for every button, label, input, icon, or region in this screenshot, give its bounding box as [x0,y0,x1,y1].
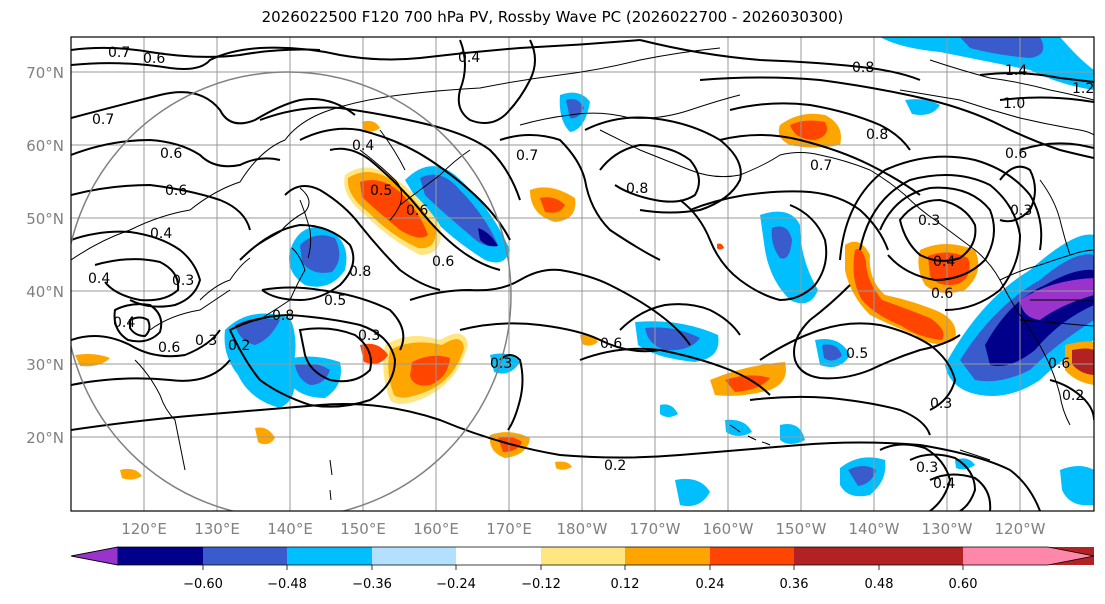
colorbar-segment [287,547,372,565]
contour-label: 0.4 [88,271,110,287]
colorbar-segment [118,547,203,565]
contour-label: 0.4 [150,226,172,242]
contour-label: 0.6 [1005,146,1027,162]
colorbar-segment [372,547,456,565]
lat-tick-label: 70°N [26,64,64,82]
contour-label: 0.7 [516,148,538,164]
colorbar-segment [625,547,710,565]
colorbar-label: 0.60 [949,577,978,592]
colorbar-label: −0.24 [436,577,476,592]
contour-label: 0.4 [113,315,135,331]
colorbar-segment [541,547,625,565]
lon-tick-label: 170°W [630,520,681,538]
contour-label: 0.6 [406,203,428,219]
lon-tick-label: 150°E [340,520,386,538]
colorbar-label: 0.24 [696,577,725,592]
contour-label: 0.8 [626,181,648,197]
contour-label: 0.3 [1010,203,1032,219]
colorbar-segment-dark-red [879,547,963,565]
lat-tick-label: 60°N [26,137,64,155]
contour-label: 0.7 [810,158,832,174]
contour-label: 0.6 [432,254,454,270]
lon-tick-label: 120°W [995,520,1046,538]
contour-label: 0.4 [458,50,480,66]
contour-label: 0.3 [490,356,512,372]
longitude-axis: 120°E 130°E 140°E 150°E 160°E 170°E 180°… [121,520,1045,538]
lon-tick-label: 140°E [267,520,313,538]
colorbar-label: −0.48 [267,577,307,592]
lon-tick-label: 120°E [121,520,167,538]
colorbar-arrow-right [963,547,1094,565]
contour-label: 0.3 [918,213,940,229]
contour-label: 0.3 [930,396,952,412]
contour-label: 0.8 [852,60,874,76]
colorbar-label: −0.60 [183,577,223,592]
pv-contours [71,39,1094,511]
colorbar-arrow-left [70,546,119,566]
contour-label: 0.6 [158,340,180,356]
map-title: 2026022500 F120 700 hPa PV, Rossby Wave … [261,8,844,26]
contour-label: 0.6 [160,146,182,162]
colorbar-label: −0.36 [352,577,392,592]
colorbar-segment [794,547,879,565]
contour-label: 0.6 [165,183,187,199]
contour-label: 0.5 [370,183,392,199]
lat-tick-label: 20°N [26,429,64,447]
lon-tick-label: 140°W [849,520,900,538]
contour-label: 0.6 [931,286,953,302]
lon-tick-label: 160°E [413,520,459,538]
contour-label: 0.7 [92,112,114,128]
colorbar-label: 0.48 [865,577,894,592]
contour-label: 1.2 [1072,81,1094,97]
colorbar-segment [456,547,541,565]
contour-label: 0.5 [324,293,346,309]
latitude-axis: 70°N 60°N 50°N 40°N 30°N 20°N [26,64,64,447]
lat-tick-label: 50°N [26,210,64,228]
contour-label: 0.4 [352,138,374,154]
colorbar-label: −0.12 [521,577,561,592]
map-frame [70,36,1095,512]
lat-tick-label: 30°N [26,356,64,374]
contour-label: 0.4 [933,476,955,492]
lon-tick-label: 170°E [486,520,532,538]
contour-label: 0.4 [933,254,955,270]
lon-tick-label: 150°W [776,520,827,538]
colorbar: −0.60 −0.48 −0.36 −0.24 −0.12 0.12 0.24 … [70,546,1095,592]
colorbar-label: 0.12 [611,577,640,592]
contour-label: 0.7 [108,45,130,61]
lon-tick-label: 180°W [557,520,608,538]
contour-label: 0.3 [358,328,380,344]
contour-labels: 0.7 0.6 0.4 0.8 1.4 1.0 1.2 0.7 0.6 0.6 … [88,45,1094,492]
contour-label: 1.4 [1005,63,1027,79]
colorbar-segment [203,547,287,565]
contour-label: 0.3 [916,460,938,476]
lon-tick-label: 160°W [703,520,754,538]
contour-label: 0.2 [228,338,250,354]
contour-label: 0.6 [143,51,165,67]
lat-tick-label: 40°N [26,283,64,301]
contour-label: 1.0 [1003,96,1025,112]
colorbar-segment [710,547,794,565]
contour-label: 0.3 [172,273,194,289]
colorbar-label: 0.36 [780,577,809,592]
reference-circle [71,71,512,511]
contour-label: 0.8 [272,308,294,324]
lon-tick-label: 130°E [194,520,240,538]
contour-label: 0.2 [1062,388,1084,404]
contour-label: 0.6 [600,336,622,352]
contour-label: 0.5 [846,346,868,362]
contour-label: 0.3 [195,333,217,349]
contour-label: 0.2 [604,458,626,474]
contour-label: 0.8 [349,264,371,280]
contour-label: 0.6 [1048,356,1070,372]
lon-tick-label: 130°W [922,520,973,538]
contour-label: 0.8 [866,127,888,143]
colorbar-outline [70,546,1095,566]
